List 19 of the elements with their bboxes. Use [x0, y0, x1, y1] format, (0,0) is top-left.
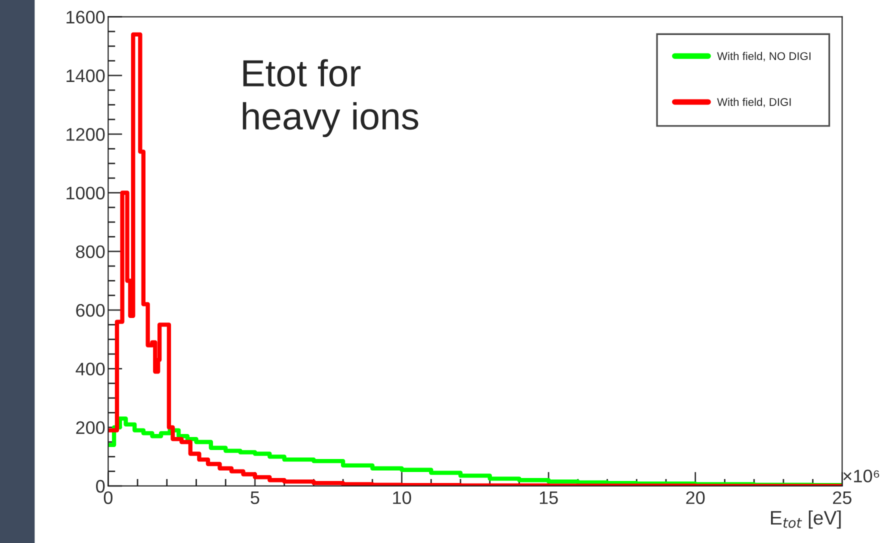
x-tick-label: 20 [686, 491, 705, 504]
y-tick-label: 0 [96, 480, 105, 493]
y-tick-label: 400 [76, 362, 105, 376]
y-tick-label: 1400 [66, 69, 105, 82]
y-tick-label: 200 [76, 421, 105, 434]
annotation: Etot for heavy ions [242, 59, 418, 138]
y-tick-label: 1200 [66, 128, 105, 141]
text: ×10⁶ [843, 470, 880, 482]
x-tick-label: 10 [393, 491, 412, 504]
x-tick-label: 25 [833, 491, 852, 504]
x-tick-label: 15 [540, 492, 558, 504]
legend-label: With field, NO DIGI [717, 52, 810, 62]
y-tick-label: 600 [76, 304, 105, 317]
x-axis-title: E$_{tot}$ [eV] [771, 510, 841, 529]
y-tick-label: 1600 [66, 10, 105, 24]
y-tick-label: 800 [76, 245, 105, 258]
x-tick-label: 5 [250, 492, 260, 504]
legend-label: With field, DIGI [717, 98, 791, 108]
y-tick-label: 1000 [66, 186, 105, 200]
